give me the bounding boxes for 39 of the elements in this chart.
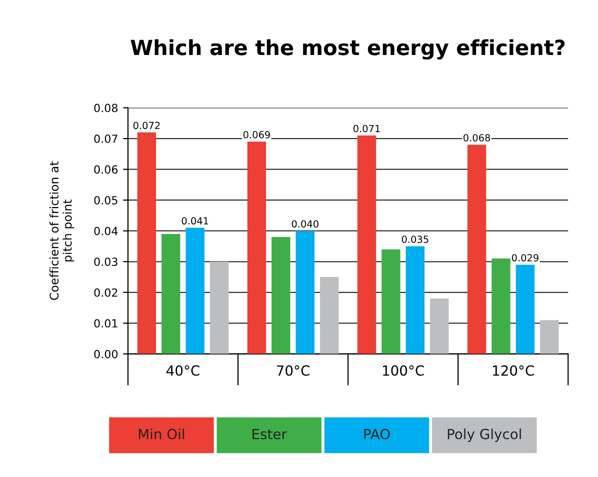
bar (296, 230, 314, 354)
data-label: 0.040 (292, 220, 318, 228)
bar (540, 320, 559, 354)
text: Poly Glycol (448, 428, 521, 442)
bar (467, 144, 486, 354)
y-tick-label: 0.06 (94, 165, 118, 174)
y-tick-label: 0.07 (94, 134, 118, 143)
bar (320, 277, 339, 354)
bar (430, 298, 449, 354)
bar (382, 249, 400, 354)
bar (247, 142, 266, 354)
y-tick-label: 0.05 (94, 196, 118, 204)
y-tick-label: 0.02 (94, 288, 118, 297)
bar (162, 234, 180, 354)
chart-title: Which are the most energy efficient? (130, 39, 565, 60)
text: PAO (364, 428, 390, 440)
data-label: 0.041 (182, 217, 208, 225)
x-tick-label: 70°C (277, 365, 310, 376)
y-tick-label: 0.01 (94, 319, 118, 328)
bar (272, 237, 290, 354)
x-tick-label: 100°C (383, 365, 424, 376)
y-axis-title: Coefficient of friction at pitch point (49, 161, 74, 300)
data-label: 0.068 (464, 134, 490, 142)
bar (492, 258, 510, 354)
data-label: 0.029 (512, 254, 538, 262)
x-tick-label: 120°C (493, 365, 534, 376)
data-label: 0.035 (402, 236, 428, 243)
y-tick-label: 0.08 (94, 104, 118, 112)
bar (210, 262, 229, 354)
data-label: 0.072 (133, 122, 160, 130)
text: Ester (252, 428, 287, 440)
bar (516, 264, 535, 354)
x-tick-label: 40°C (166, 365, 200, 376)
y-tick-label: 0.04 (94, 226, 118, 236)
text: Min Oil (138, 428, 184, 440)
data-label: 0.071 (353, 124, 380, 132)
y-tick-label: 0.03 (94, 258, 118, 266)
y-tick-label: 0.00 (94, 350, 118, 358)
data-label: 0.069 (243, 131, 270, 138)
